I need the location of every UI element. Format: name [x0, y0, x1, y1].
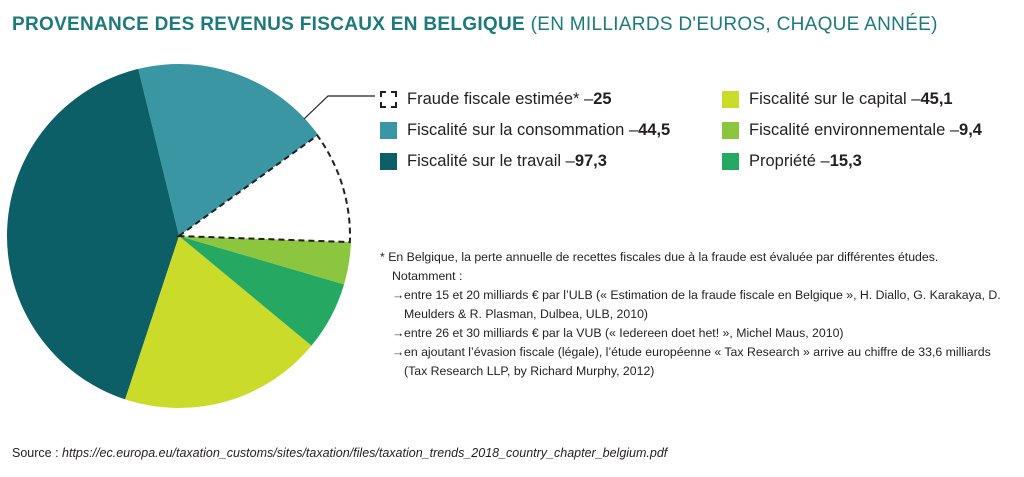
pie-slice	[138, 63, 319, 236]
chart-title-sub: (EN MILLIARDS D'EUROS, CHAQUE ANNÉE)	[530, 14, 938, 35]
chart-title-main: PROVENANCE DES REVENUS FISCAUX EN BELGIQ…	[12, 14, 526, 35]
pie-slice	[7, 68, 180, 400]
legend-swatch	[380, 91, 397, 108]
legend-swatch	[380, 122, 397, 139]
legend-item: Fraude fiscale estimée* – 25	[380, 84, 670, 115]
legend-value: 44,5	[638, 121, 671, 139]
legend-label: Fiscalité sur la consommation –	[407, 121, 639, 139]
source-link[interactable]: https://ec.europa.eu/taxation_customs/si…	[62, 446, 668, 460]
footnote: * En Belgique, la perte annuelle de rece…	[380, 248, 1010, 381]
legend-label: Fiscalité sur le travail –	[407, 152, 575, 170]
footnote-intro: * En Belgique, la perte annuelle de rece…	[380, 250, 939, 264]
legend-swatch	[722, 91, 739, 108]
pie-slice	[179, 236, 351, 285]
fraud-leader-line	[303, 95, 375, 120]
legend-label: Fiscalité sur le capital –	[749, 90, 921, 108]
legend-value: 45,1	[920, 90, 953, 108]
legend-label: Fiscalité environnementale –	[749, 121, 960, 139]
legend-value: 9,4	[959, 121, 982, 139]
legend-label: Fraude fiscale estimée* –	[407, 90, 594, 108]
legend-swatch	[722, 153, 739, 170]
source-label: Source :	[12, 446, 63, 460]
pie-slice	[125, 236, 312, 408]
legend-label: Propriété –	[749, 152, 830, 170]
legend-item: Propriété – 15,3	[722, 146, 982, 177]
legend-value: 25	[593, 90, 612, 108]
legend-column-2: Fiscalité sur le capital – 45,1 Fiscalité…	[722, 84, 982, 177]
pie-slice	[179, 134, 352, 243]
footnote-bullet-text: entre 26 et 30 milliards € par la VUB («…	[404, 326, 844, 340]
footnote-notamment: Notamment :	[392, 269, 463, 283]
pie-slices	[7, 63, 352, 408]
footnote-bullet: → entre 15 et 20 milliards € par l’ULB (…	[380, 286, 1010, 324]
footnote-bullet: → en ajoutant l’évasion fiscale (légale)…	[380, 343, 1010, 381]
legend-item: Fiscalité sur le capital – 45,1	[722, 84, 982, 115]
legend-value: 97,3	[574, 152, 607, 170]
pie-slice	[179, 236, 345, 346]
legend-column-1: Fraude fiscale estimée* – 25 Fiscalité su…	[380, 84, 670, 177]
legend-value: 15,3	[829, 152, 862, 170]
footnote-bullet-text: en ajoutant l’évasion fiscale (légale), …	[404, 345, 991, 378]
legend-item: Fiscalité sur la consommation – 44,5	[380, 115, 670, 146]
arrow-icon: →	[392, 326, 405, 340]
legend-swatch	[722, 122, 739, 139]
footnote-bullet-text: entre 15 et 20 milliards € par l’ULB (« …	[404, 288, 1001, 321]
legend-item: Fiscalité sur le travail – 97,3	[380, 146, 670, 177]
legend-item: Fiscalité environnementale – 9,4	[722, 115, 982, 146]
arrow-icon: →	[392, 288, 405, 302]
footnote-bullet: → entre 26 et 30 milliards € par la VUB …	[380, 324, 1010, 343]
chart-title: PROVENANCE DES REVENUS FISCAUX EN BELGIQ…	[12, 14, 938, 36]
source: Source : https://ec.europa.eu/taxation_c…	[12, 446, 667, 460]
arrow-icon: →	[392, 345, 405, 359]
legend-swatch	[380, 153, 397, 170]
